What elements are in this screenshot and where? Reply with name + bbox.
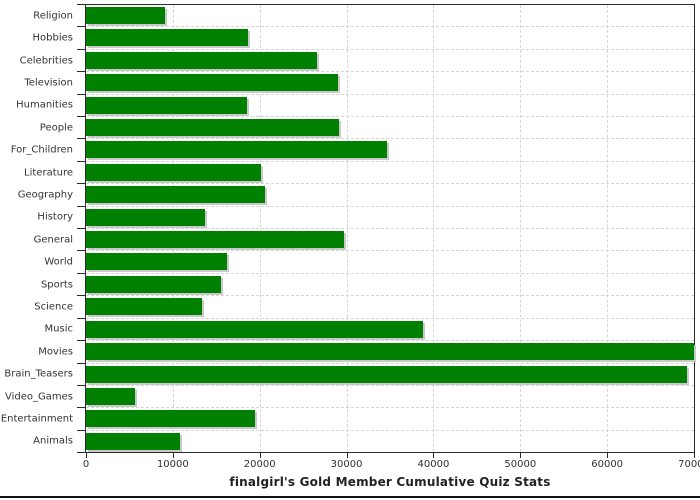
bottom-divider [0,496,700,498]
x-axis-tick-label: 70000 [678,459,700,470]
x-axis: 0 10000 20000 30000 40000 50000 60000 70000 [83,5,700,470]
x-axis-tick [433,452,435,458]
x-axis-tick [694,452,695,458]
bar [86,320,423,338]
category-label: General [33,234,73,246]
category-label: Entertainment [0,413,73,425]
category-label: Humanities [16,99,73,111]
x-axis-tick [607,452,609,458]
x-axis-tick-label: 30000 [330,459,363,470]
category-label: Religion [33,10,73,22]
bar-row: Religion [33,3,694,28]
bar-row: Animals [33,431,694,454]
bar [86,51,318,69]
bar-row: Video_Games [5,386,694,409]
category-label: Animals [33,435,73,447]
category-label: World [44,256,73,268]
bar-row: People [40,117,694,140]
bar-row: Brain_Teasers [4,364,694,387]
category-label: For_Children [10,144,73,156]
chart-title: finalgirl's Gold Member Cumulative Quiz … [229,475,551,489]
x-axis-tick [520,452,522,458]
bar-row: Movies [38,341,694,364]
category-label: Music [44,323,73,335]
x-axis-tick [86,452,87,458]
bar [86,432,180,450]
category-label: Television [24,77,73,89]
x-axis-tick-label: 50000 [504,459,537,470]
bar [86,186,265,204]
bar [86,119,339,137]
bar-row: For_Children [11,139,694,163]
x-axis-tick [346,452,348,458]
bar [86,7,166,24]
x-axis-tick-label: 60000 [591,459,624,470]
bar [86,141,387,159]
plot-area: Religion Hobbies Celebrities Television Huma… [1,3,700,470]
category-label: Movies [38,346,73,358]
bar-row: Television [24,72,694,96]
bar-row: Literature [24,162,694,185]
bar [86,365,688,383]
bar-row: Sports [41,274,694,297]
bar-row: Music [45,319,694,342]
bar [86,253,227,271]
category-label: Science [34,301,73,313]
bar-row: General [34,229,694,252]
bar [86,343,694,361]
bar-row: Humanities [16,95,694,118]
bar-row: Hobbies [33,27,694,51]
bar-row: Science [34,296,694,320]
bar [86,74,338,92]
x-axis-tick [259,452,261,458]
bar [86,387,135,405]
bar [86,275,222,293]
x-axis-tick-label: 40000 [417,459,450,470]
x-axis-tick-label: 20000 [243,459,276,470]
bar-row: World [44,251,694,275]
bar [86,29,249,47]
x-axis-tick [172,452,174,458]
category-label: Geography [17,189,73,201]
bar [86,298,203,316]
bar-row: Geography [18,184,694,208]
category-label: Sports [40,279,73,291]
bar-row: History [37,207,694,230]
category-label: Brain_Teasers [4,368,73,380]
x-axis-tick-label: 0 [82,459,90,470]
category-label: Celebrities [19,55,73,67]
bar [86,208,205,226]
x-axis-tick-label: 10000 [156,459,189,470]
bar [86,410,255,428]
bar-rows: Religion Hobbies Celebrities Television Huma… [1,3,694,454]
bar-row: Celebrities [20,50,694,73]
category-label: Video_Games [5,391,73,403]
category-label: Hobbies [32,32,73,44]
category-label: Literature [24,167,73,179]
bar [86,96,247,114]
bar-row: Entertainment [1,408,694,432]
bar [86,231,344,249]
bar [86,163,261,181]
category-label: People [39,122,73,134]
category-label: History [37,211,73,223]
